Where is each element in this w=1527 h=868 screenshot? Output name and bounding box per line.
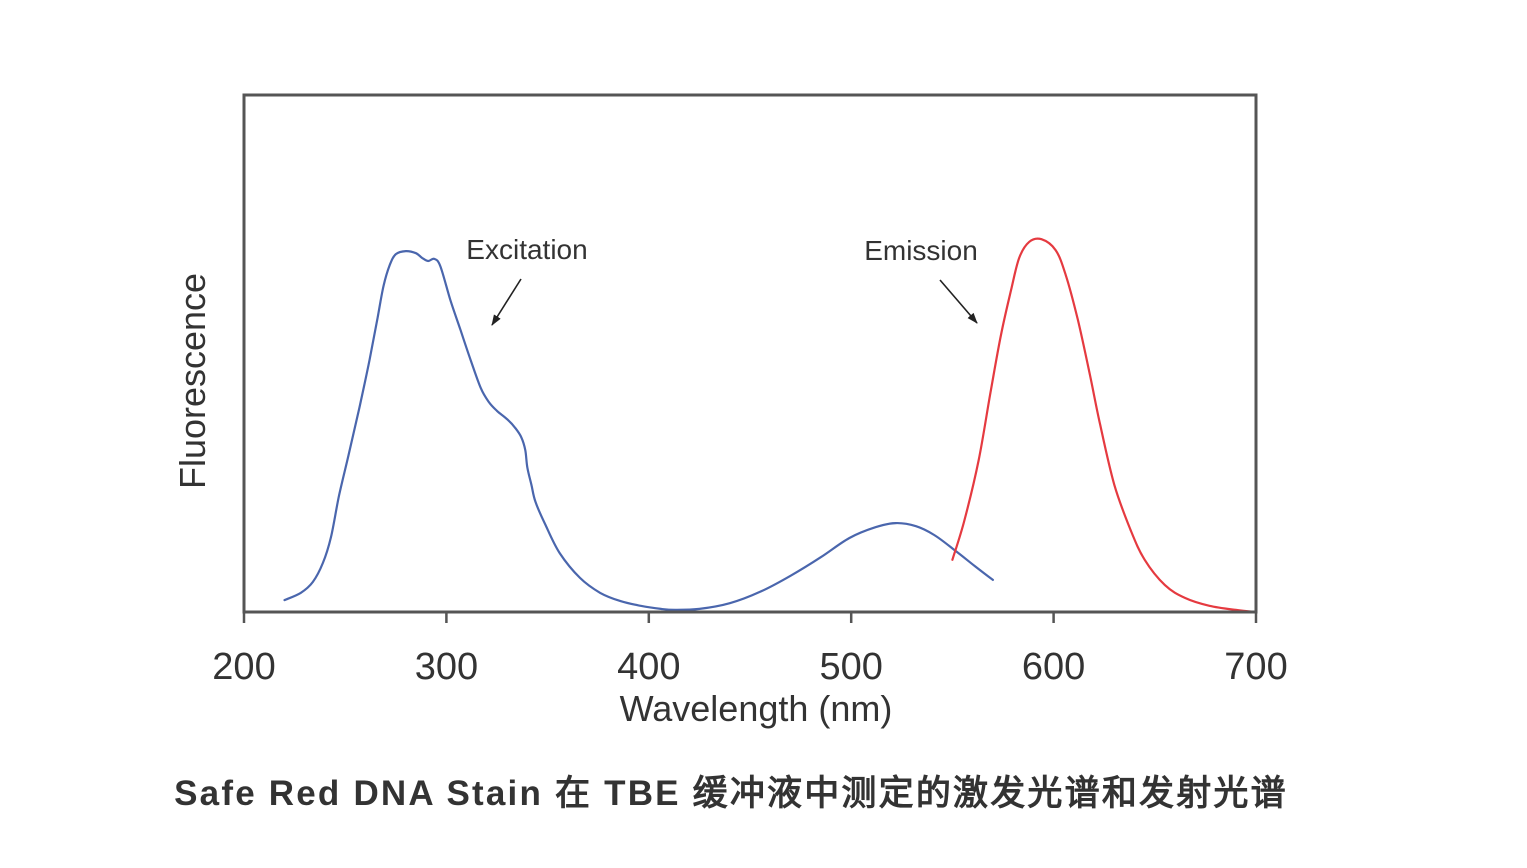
x-tick-label: 400 [617,646,680,688]
plot-frame [242,93,1258,614]
x-tick-label: 500 [819,646,882,688]
emission-label: Emission [864,235,978,266]
x-axis-label: Wavelength (nm) [620,688,893,729]
excitation-arrow [491,278,522,326]
x-tick-label: 700 [1224,646,1287,688]
x-tick-label: 300 [415,646,478,688]
emission-arrow [939,279,978,324]
excitation-curve [283,249,994,612]
emission-curve [951,237,1258,614]
chart-caption: Safe Red DNA Stain 在 TBE 缓冲液中测定的激发光谱和发射光… [174,774,1288,813]
x-axis-ticks: 200 300 400 500 600 700 [212,612,1288,688]
excitation-label: Excitation [466,234,587,265]
x-tick-label: 600 [1022,646,1085,688]
y-axis-label: Fluorescence [172,273,213,489]
x-tick-label: 200 [212,646,275,688]
